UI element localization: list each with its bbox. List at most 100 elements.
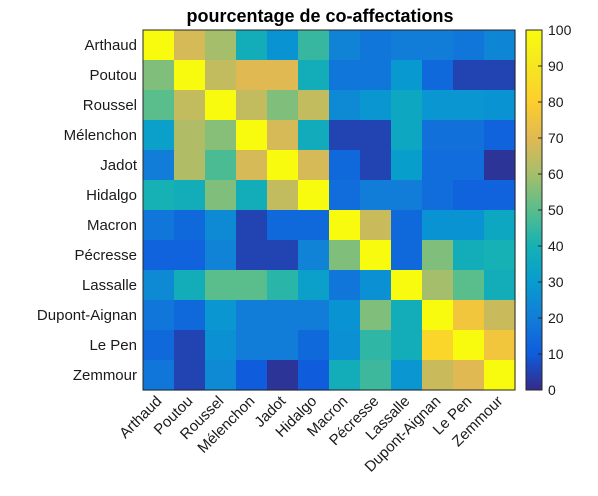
heatmap-cell — [360, 270, 392, 301]
heatmap-cell — [143, 300, 175, 331]
heatmap-cell — [391, 180, 423, 211]
heatmap-cell — [205, 360, 237, 391]
heatmap-cell — [422, 30, 454, 61]
heatmap-cell — [174, 300, 206, 331]
row-label: Jadot — [100, 157, 138, 174]
heatmap-cell — [205, 240, 237, 271]
heatmap-cell — [329, 330, 361, 361]
heatmap-cell — [298, 120, 330, 151]
heatmap-cell — [484, 90, 516, 121]
heatmap-cell — [329, 180, 361, 211]
heatmap-cell — [422, 180, 454, 211]
heatmap-cell — [236, 330, 268, 361]
row-label: Dupont-Aignan — [37, 307, 137, 324]
heatmap-cell — [174, 120, 206, 151]
heatmap-cell — [453, 270, 485, 301]
heatmap-cell — [360, 180, 392, 211]
heatmap-frame — [142, 29, 516, 391]
heatmap-cell — [391, 30, 423, 61]
heatmap-cell — [298, 270, 330, 301]
heatmap-cell — [267, 90, 299, 121]
row-label: Zemmour — [73, 367, 137, 384]
heatmap-cell — [143, 180, 175, 211]
heatmap-cell — [205, 300, 237, 331]
heatmap-cell — [205, 150, 237, 181]
heatmap-cell — [267, 60, 299, 91]
heatmap-cell — [143, 90, 175, 121]
heatmap-cell — [360, 300, 392, 331]
heatmap-cell — [174, 90, 206, 121]
heatmap-cell — [205, 60, 237, 91]
heatmap-cell — [174, 210, 206, 241]
heatmap-cell — [267, 30, 299, 61]
heatmap-cell — [236, 240, 268, 271]
heatmap-cell — [174, 240, 206, 271]
heatmap-cell — [391, 240, 423, 271]
heatmap-cell — [391, 60, 423, 91]
heatmap-cell — [391, 300, 423, 331]
heatmap-cell — [422, 330, 454, 361]
heatmap-cell — [329, 60, 361, 91]
heatmap-cell — [453, 240, 485, 271]
colorbar-tick-label: 0 — [548, 382, 556, 398]
heatmap-cell — [143, 240, 175, 271]
heatmap-cell — [329, 300, 361, 331]
chart-title: pourcentage de co-affectations — [186, 6, 453, 26]
heatmap-cell — [236, 90, 268, 121]
heatmap-cell — [143, 120, 175, 151]
heatmap-cell — [329, 360, 361, 391]
row-label: Pécresse — [74, 247, 137, 264]
heatmap-cell — [205, 30, 237, 61]
heatmap-cell — [298, 150, 330, 181]
heatmap-cell — [329, 270, 361, 301]
heatmap-cell — [484, 60, 516, 91]
heatmap-cell — [298, 210, 330, 241]
heatmap-cell — [205, 270, 237, 301]
heatmap-cell — [143, 360, 175, 391]
heatmap-cell — [484, 330, 516, 361]
row-label: Hidalgo — [86, 187, 137, 204]
heatmap-cell — [236, 360, 268, 391]
heatmap-cell — [422, 240, 454, 271]
heatmap-cell — [484, 30, 516, 61]
heatmap-cell — [267, 120, 299, 151]
colorbar-tick-label: 10 — [548, 346, 564, 362]
heatmap-cell — [205, 330, 237, 361]
heatmap-cell — [453, 90, 485, 121]
colorbar-tick-label: 80 — [548, 94, 564, 110]
row-label: Roussel — [83, 97, 137, 114]
heatmap-cell — [143, 150, 175, 181]
heatmap-cell — [236, 60, 268, 91]
heatmap-cell — [329, 90, 361, 121]
heatmap-cell — [360, 360, 392, 391]
heatmap-cell — [205, 90, 237, 121]
row-label: Le Pen — [89, 337, 137, 354]
heatmap-cell — [360, 120, 392, 151]
heatmap-cell — [360, 30, 392, 61]
heatmap-cell — [453, 360, 485, 391]
heatmap-cell — [298, 240, 330, 271]
heatmap-cell — [453, 120, 485, 151]
heatmap-cell — [236, 210, 268, 241]
heatmap-cells — [143, 30, 516, 391]
colorbar-tick-label: 40 — [548, 238, 564, 254]
heatmap-cell — [360, 240, 392, 271]
heatmap-cell — [391, 120, 423, 151]
row-label: Mélenchon — [64, 127, 137, 144]
heatmap-cell — [174, 180, 206, 211]
column-labels: ArthaudPoutouRousselMélenchonJadotHidalg… — [116, 392, 506, 475]
heatmap-cell — [236, 120, 268, 151]
heatmap-cell — [391, 150, 423, 181]
heatmap-cell — [453, 180, 485, 211]
heatmap-cell — [143, 60, 175, 91]
heatmap-cell — [422, 270, 454, 301]
heatmap-cell — [391, 330, 423, 361]
heatmap-cell — [453, 330, 485, 361]
heatmap-cell — [236, 270, 268, 301]
heatmap-cell — [267, 180, 299, 211]
row-label: Lassalle — [82, 277, 137, 294]
heatmap-cell — [236, 180, 268, 211]
row-label: Arthaud — [84, 37, 137, 54]
heatmap-cell — [174, 330, 206, 361]
